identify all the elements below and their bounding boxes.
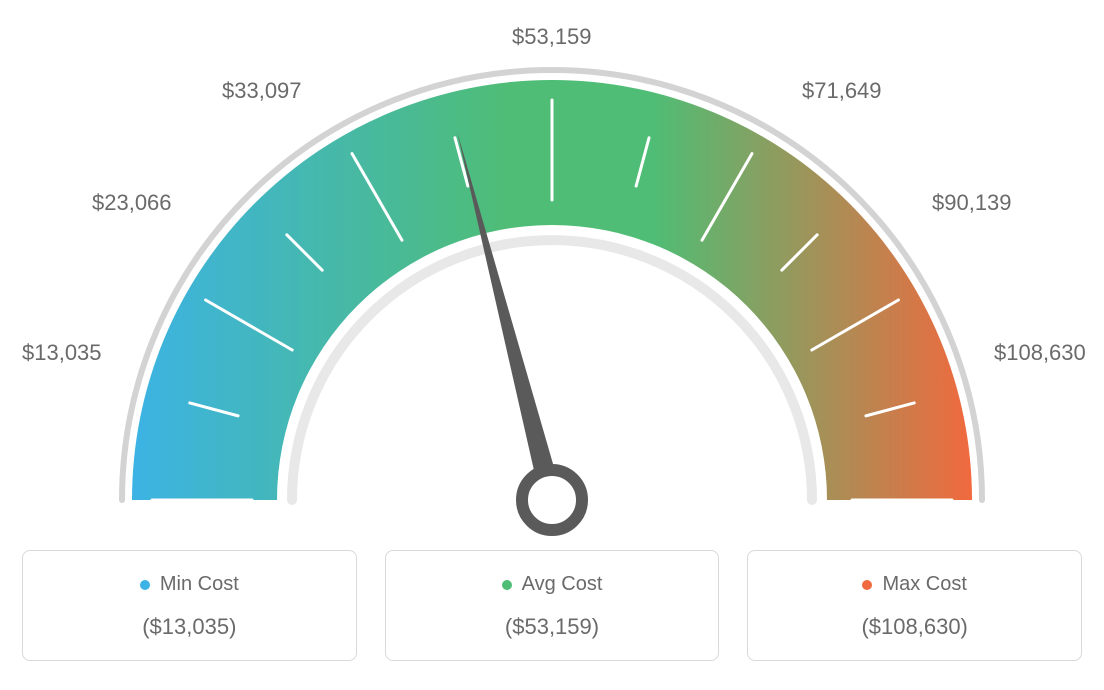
gauge-tick-label: $53,159 [512,24,592,50]
gauge-tick-label: $90,139 [932,190,1012,216]
legend-card-max: Max Cost ($108,630) [747,550,1082,661]
legend-title-text: Min Cost [160,573,239,596]
gauge-tick-label: $23,066 [92,190,172,216]
dot-icon [862,580,872,590]
legend-card-avg: Avg Cost ($53,159) [385,550,720,661]
legend-title-max: Max Cost [862,573,966,596]
legend-title-text: Avg Cost [522,573,603,596]
legend-value-min: ($13,035) [33,614,346,640]
gauge-tick-label: $13,035 [22,340,102,366]
gauge-chart: $13,035 $23,066 $33,097 $53,159 $71,649 $90,1… [22,20,1082,540]
legend-title-avg: Avg Cost [502,573,603,596]
gauge-svg [22,20,1082,540]
legend-title-min: Min Cost [140,573,239,596]
gauge-tick-label: $108,630 [994,340,1086,366]
legend-value-avg: ($53,159) [396,614,709,640]
dot-icon [140,580,150,590]
legend-row: Min Cost ($13,035) Avg Cost ($53,159) Ma… [22,550,1082,661]
gauge-tick-label: $71,649 [802,78,882,104]
dot-icon [502,580,512,590]
legend-card-min: Min Cost ($13,035) [22,550,357,661]
legend-title-text: Max Cost [882,573,966,596]
gauge-tick-label: $33,097 [222,78,302,104]
legend-value-max: ($108,630) [758,614,1071,640]
